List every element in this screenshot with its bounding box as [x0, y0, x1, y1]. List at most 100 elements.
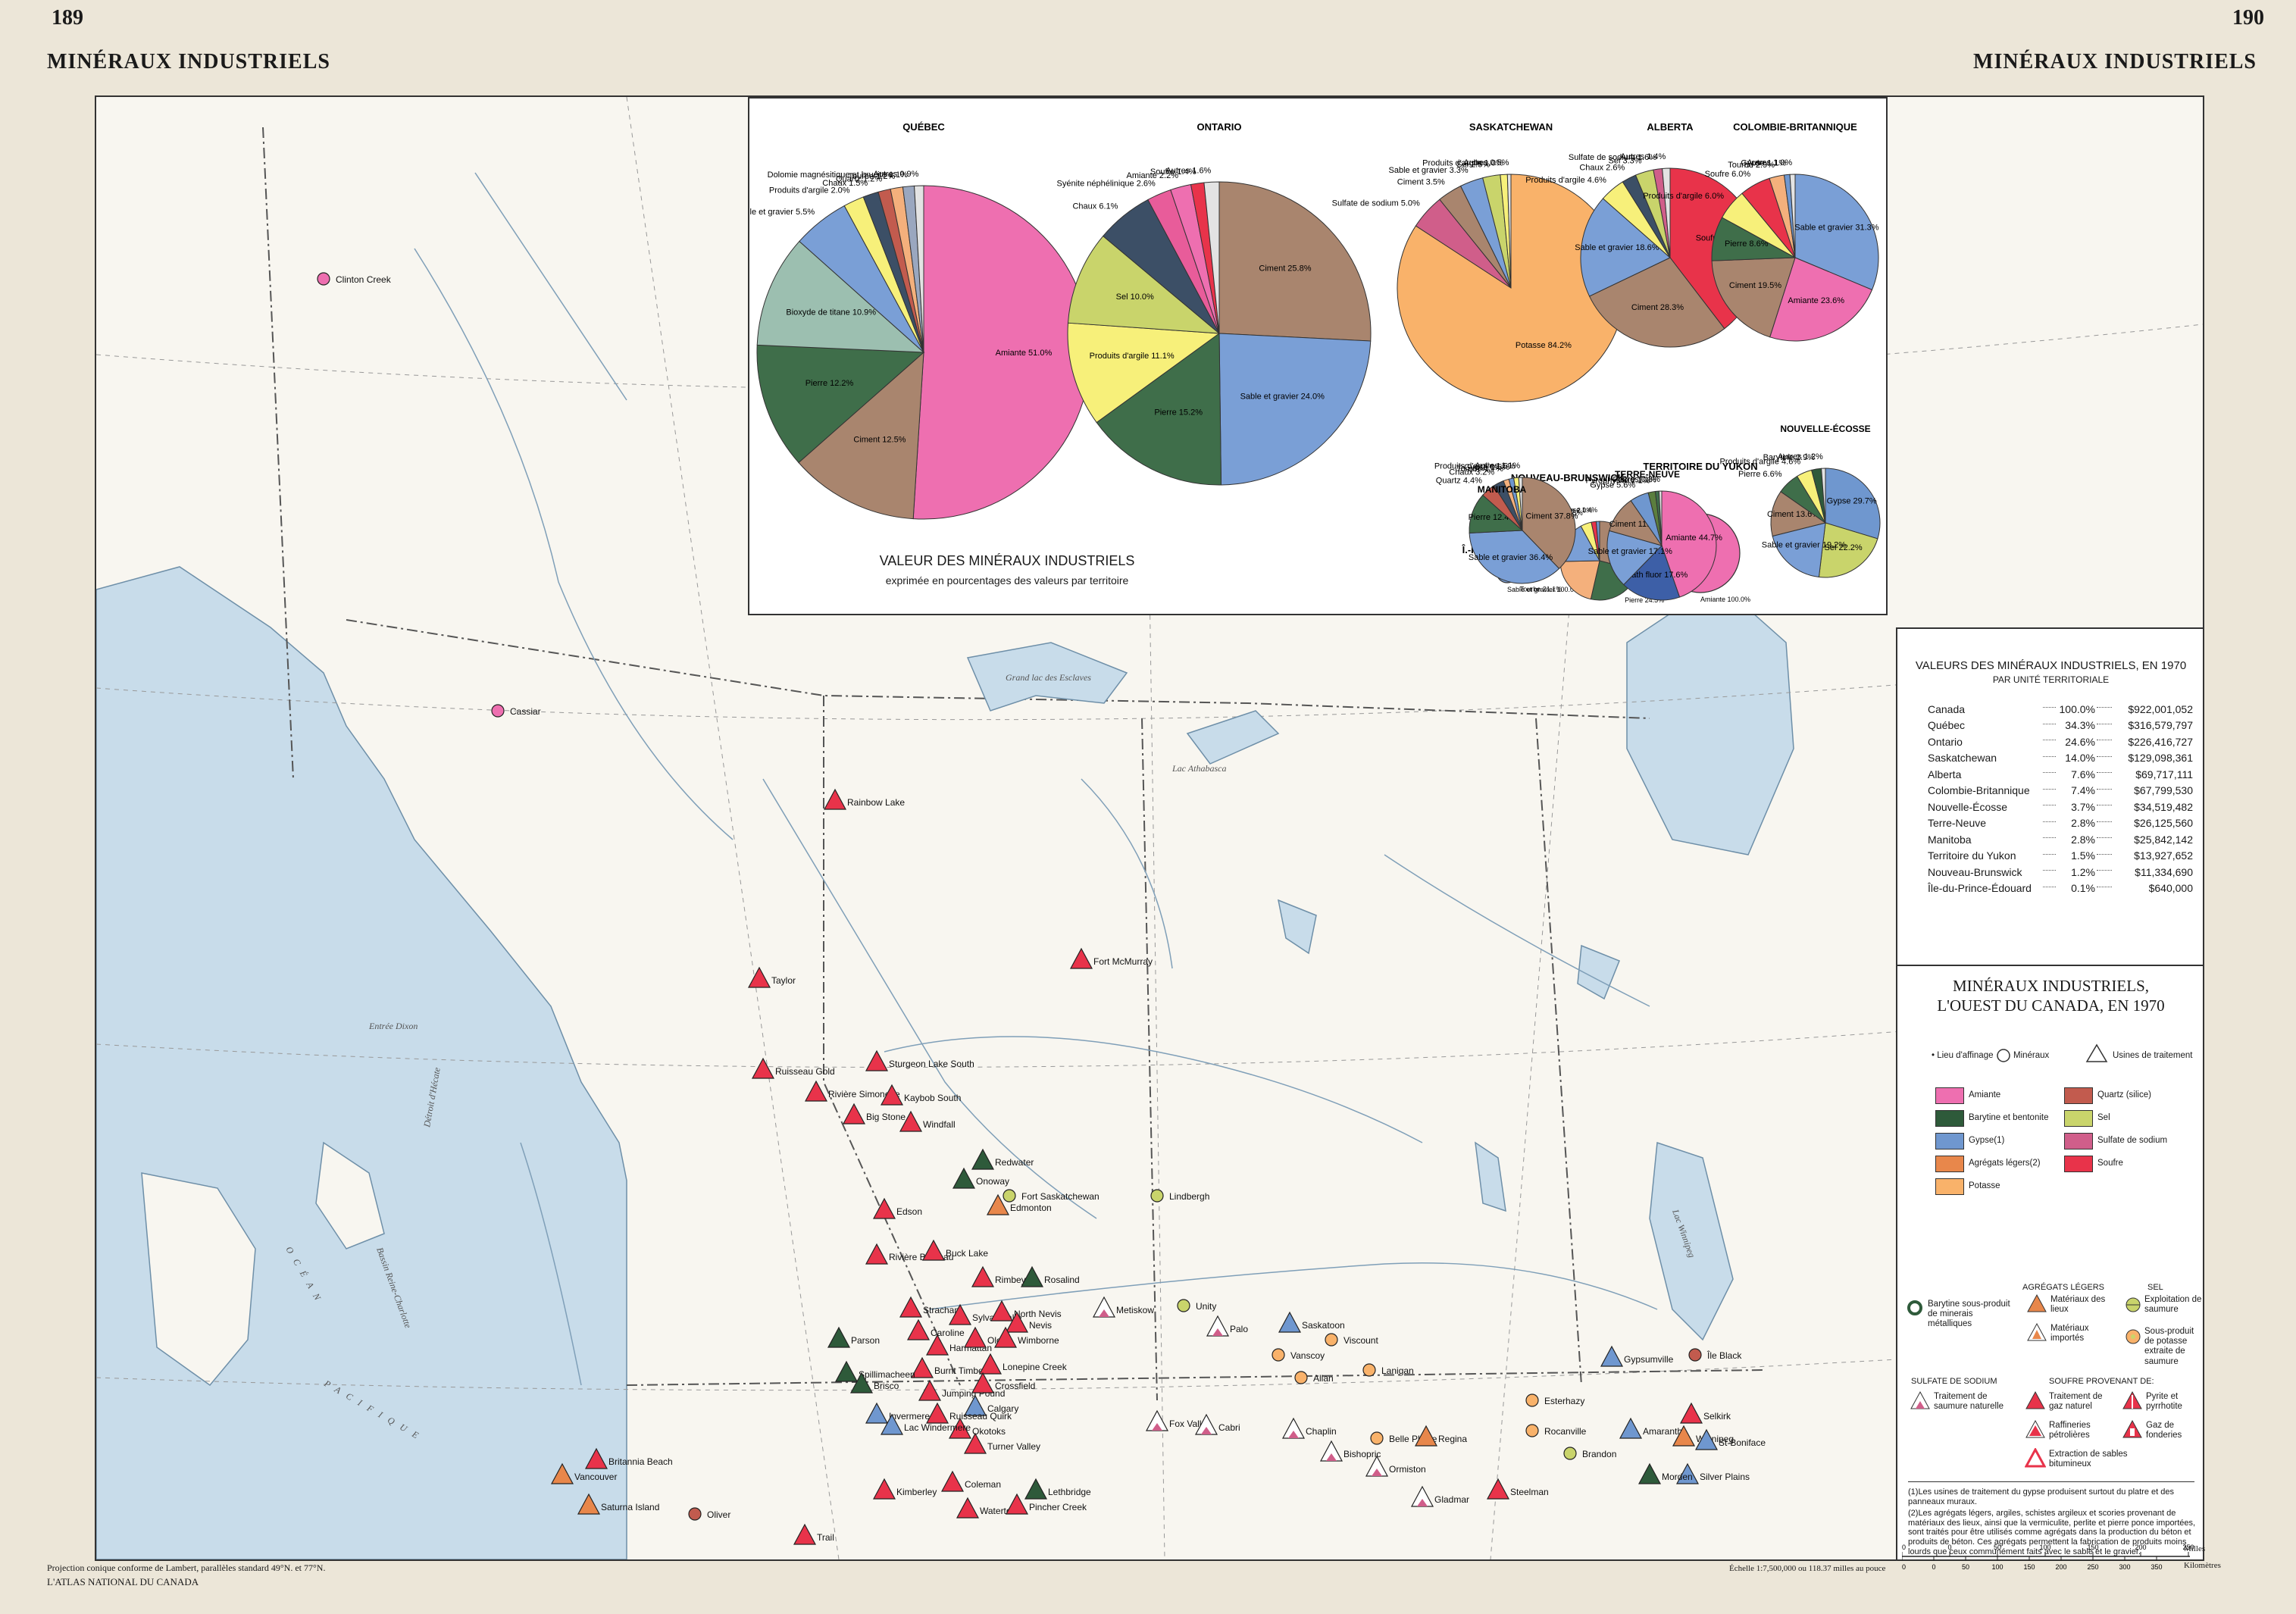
sel2-label: Sous-produit de potasse extraite de saum… [2144, 1327, 2194, 1366]
values-row: Saskatchewan 14.0% $129,098,361 [1928, 752, 2193, 765]
place-marker: Bishopric [1319, 1440, 1381, 1462]
pie-label: Ciment 19.5% [1729, 281, 1781, 290]
pie-label: Sulfate de sodium 1.6% [1569, 153, 1656, 162]
place-name: Amaranth [1643, 1426, 1682, 1437]
place-marker: Invermere [865, 1402, 930, 1424]
place-marker: Calgary [963, 1394, 1018, 1416]
agr2-label: Matériaux importés [2050, 1324, 2089, 1343]
place-marker: Palo [1206, 1315, 1248, 1337]
pie-slice [1580, 198, 1671, 297]
place-marker: Lac Windermere [880, 1413, 971, 1435]
svg-text:200: 200 [2135, 1544, 2146, 1551]
legend-refinery-label: • Lieu d'affinage [1932, 1051, 1994, 1060]
hudson-bay [1626, 581, 1794, 855]
map-area[interactable]: OCÉAN PACIFIQUE Grand lac des Esclaves L… [95, 95, 2204, 1561]
pie-slice [1623, 545, 1681, 601]
pie-label: Sulfate de sodium 5.0% [1332, 199, 1420, 208]
pie-label: Quartz 4.4% [1436, 476, 1482, 485]
sel-potash-icon [2126, 1329, 2141, 1344]
pie-slice [1218, 333, 1372, 486]
values-row: Colombie-Britannique 7.4% $67,799,530 [1928, 784, 2193, 797]
pie-label: Sable et gravier 3.3% [1389, 166, 1469, 175]
place-marker: Selkirk [1679, 1402, 1731, 1424]
place-name: Rivière Brazeau [889, 1252, 953, 1262]
pie-slice [1096, 333, 1222, 486]
place-marker: Edmonton [986, 1193, 1052, 1215]
pie-label: Tourbe 1.7% [1456, 464, 1503, 474]
place-marker: Ruisseau Gold [751, 1057, 835, 1079]
pie-label: Sable et gravier 19.2% [1762, 540, 1847, 549]
values-row: Canada 100.0% $922,001,052 [1928, 702, 2193, 715]
pie-label: Sel 10.0% [1116, 292, 1154, 302]
pie-label: Sable et gravier 24.0% [1240, 392, 1325, 401]
pie-label: Gypse 29.7% [1827, 496, 1877, 505]
values-row: Québec 34.3% $316,579,797 [1928, 719, 2193, 732]
pie-label: Chaux 6.1% [1072, 202, 1118, 211]
place-name: Viscount [1344, 1335, 1378, 1346]
place-marker: Windfall [899, 1110, 956, 1132]
page-title-right: MINÉRAUX INDUSTRIELS [1973, 50, 2257, 74]
legend-label: Potasse [1969, 1181, 2000, 1190]
pie-slice [1506, 174, 1512, 289]
place-marker: Morden [1638, 1462, 1693, 1484]
place-marker: Amaranth [1619, 1417, 1682, 1439]
place-name: Invermere [889, 1411, 930, 1422]
place-marker: Regina [1414, 1425, 1467, 1447]
legend-title-1: MINÉRAUX INDUSTRIELS, [1953, 977, 2149, 995]
place-name: North Nevis [1014, 1309, 1062, 1319]
place-name: Morden [1662, 1472, 1693, 1482]
svg-text:50: 50 [1902, 1544, 1906, 1551]
pie-label: Amiante 51.0% [996, 349, 1053, 358]
values-row: Île-du-Prince-Édouard 0.1% $640,000 [1928, 882, 2193, 895]
pie-slice [1770, 491, 1827, 537]
pie-9: Amiante 44.7% Spath fluor 17.6% Sable et g… [1586, 469, 1722, 601]
place-name: Pincher Creek [1029, 1502, 1087, 1512]
place-name: Allan [1313, 1373, 1334, 1384]
pie-slice [1825, 468, 1881, 540]
sulfate1-label: Traitement de saumure naturelle [1934, 1392, 2004, 1412]
place-name: Onoway [976, 1176, 1009, 1187]
pie-slice [1606, 530, 1663, 586]
footnote-2: (2)Les agrégats légers, argiles, schiste… [1908, 1509, 2196, 1556]
pie-slice [1662, 167, 1671, 258]
values-table-panel: VALEURS DES MINÉRAUX INDUSTRIELS, EN 197… [1896, 627, 2203, 983]
pie-label: Syénite néphélinique 2.6% [1057, 179, 1156, 188]
pie-label: Autres 0.9% [874, 170, 919, 179]
place-marker: Brandon [1563, 1447, 1616, 1460]
pie-slice [1067, 235, 1221, 334]
pie-title: COLOMBIE-BRITANNIQUE [1733, 121, 1857, 133]
pie-label: Ciment 37.8% [1525, 511, 1578, 521]
legend-swatch [2064, 1156, 2093, 1172]
place-name: Fort McMurray [1093, 956, 1153, 967]
pie-label: Sable et gravier 17.1% [1588, 547, 1673, 556]
svg-text:150: 150 [2087, 1544, 2098, 1551]
place-name: Okotoks [972, 1426, 1006, 1437]
place-name: Redwater [995, 1157, 1034, 1168]
pie-label: Chaux 2.6% [1579, 164, 1625, 173]
pie-slice [756, 240, 925, 353]
place-name: Brisco [874, 1381, 899, 1391]
s3-label: Raffineries pétrolières [2049, 1421, 2091, 1440]
legend-swatch [1935, 1178, 1964, 1195]
sel-head: SEL [2147, 1283, 2163, 1292]
place-name: Taylor [771, 975, 796, 986]
pie-label: Produits d'argile 1.0% [1422, 158, 1503, 167]
place-name: Clinton Creek [336, 274, 392, 285]
place-marker: Rimbey [971, 1265, 1026, 1287]
place-marker: Oliver [688, 1507, 730, 1521]
sulfate-brine-icon [1910, 1390, 1930, 1409]
pie-label: Autres 1.4% [1620, 152, 1666, 161]
pie-label: Sel 22.2% [1825, 543, 1863, 552]
pie-label: Barytine 2.9% [1763, 453, 1816, 462]
place-name: Strachan [923, 1305, 959, 1315]
place-marker: Metiskow [1092, 1296, 1154, 1318]
place-marker: Nevis [1005, 1311, 1052, 1333]
mineral-circle-icon [1997, 1049, 2010, 1062]
place-name: Lanigan [1381, 1365, 1414, 1376]
place-name: Rosalind [1044, 1275, 1080, 1285]
svg-text:0: 0 [1932, 1563, 1935, 1571]
pie-label: Pierre 24.5% [1625, 596, 1664, 604]
pie-label: Dolomie magnésitique et brucite 1.1% [768, 170, 908, 180]
place-name: Lac Windermere [904, 1422, 971, 1433]
soufre-smelter-icon [2122, 1419, 2142, 1438]
